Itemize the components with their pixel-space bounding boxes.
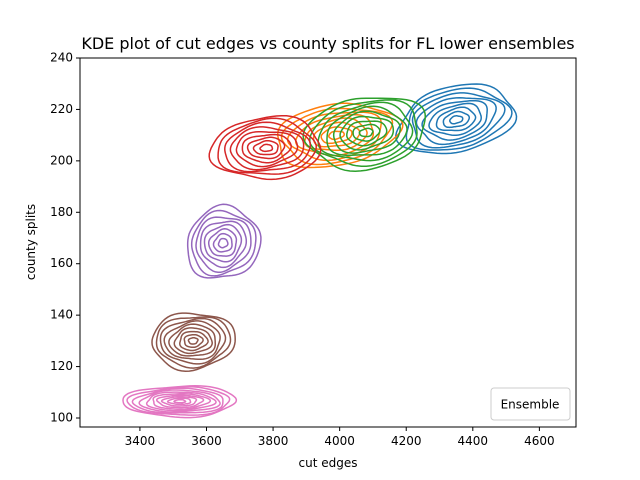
x-tick-label: 4000 [324,434,355,448]
kde-contour-line [217,117,317,175]
kde-contour-line [217,237,229,249]
kde-contour-line [332,110,401,154]
kde-contour-line [173,327,213,355]
kde-contour-line [187,337,199,345]
y-axis-label: county splits [24,204,38,280]
y-tick-label: 240 [50,51,73,65]
legend-box [490,387,571,421]
y-tick-label: 140 [50,308,73,322]
kde-contour-line [203,223,243,263]
x-axis-ticks: 3400 3600 3800 4000 4200 4400 4600 [125,427,555,448]
kde-contour-line [346,120,388,147]
kde-contour-line [159,317,227,365]
kde-contour-line [155,316,232,369]
kde-contour-line [131,387,224,414]
kde-contour-line [229,126,305,171]
kde-contour-line [152,393,212,410]
y-tick-label: 100 [50,411,73,425]
x-tick-label: 4600 [524,434,555,448]
y-axis-ticks: 100 120 140 160 180 200 220 240 [50,51,80,425]
x-tick-label: 4200 [391,434,422,448]
kde-contour-line [241,133,292,164]
x-tick-label: 3400 [125,434,156,448]
kde-contour-line [339,115,395,151]
chart-title: KDE plot of cut edges vs county splits f… [81,34,574,53]
x-tick-label: 4400 [458,434,489,448]
kde-contour-line [312,121,361,148]
kde-contour-line [235,131,299,168]
y-tick-label: 180 [50,205,73,219]
kde-contour-line [155,394,205,409]
kde-contour-line [421,99,488,141]
kde-contour-line [246,136,286,160]
kde-contour-line [122,385,238,419]
kde-contour-line [207,228,238,257]
kde-contour-line [259,143,274,153]
kde-contour-line [126,385,231,416]
kde-contour-line [302,97,427,172]
kde-contour-line [166,397,192,406]
y-tick-label: 160 [50,256,73,270]
kde-contour-line [190,209,257,277]
kde-contour-line [309,99,418,168]
y-tick-label: 220 [50,102,73,116]
kde-contour-line [224,121,312,173]
y-tick-label: 200 [50,153,73,167]
x-axis-label: cut edges [299,456,358,470]
kde-contour-line [435,106,477,132]
kde-contour-line [138,389,221,413]
plot-frame [79,57,577,428]
x-tick-label: 3800 [258,434,289,448]
kde-contour-line [328,130,345,141]
kde-contour-line [145,391,217,412]
kde-contour-line [405,87,513,151]
kde-contour-line [428,102,482,137]
kde-contour-line [395,83,518,155]
kde-contour-line [151,312,236,373]
kde-contour-line [186,203,262,279]
kde-contour-line [442,110,471,129]
kde-contour-line [411,92,506,149]
kde-contour-line [326,105,408,157]
legend: Ensemble [490,387,571,421]
x-tick-label: 3600 [191,434,222,448]
kde-contour-line [252,139,279,156]
kde-contour-line [195,216,252,274]
kde-contour-line [173,398,187,404]
y-tick-label: 120 [50,359,73,373]
kde-contour-line [199,220,248,269]
kde-contour-line [352,123,381,142]
kde-contour-line [415,97,497,146]
kde-contour-line [358,127,374,138]
kde-contour-line [160,395,198,407]
kde-contour-line [317,101,414,162]
kde-contour-line [179,330,209,352]
kde-contour-line [212,232,233,253]
kde-contour-line [449,115,464,125]
kde-contour-line [168,323,217,357]
kde-contour-line [163,320,221,361]
legend-title: Ensemble [501,398,560,412]
kde-contour-line [183,333,204,349]
kde-contour-line [208,114,322,181]
contour-layer [122,83,518,419]
